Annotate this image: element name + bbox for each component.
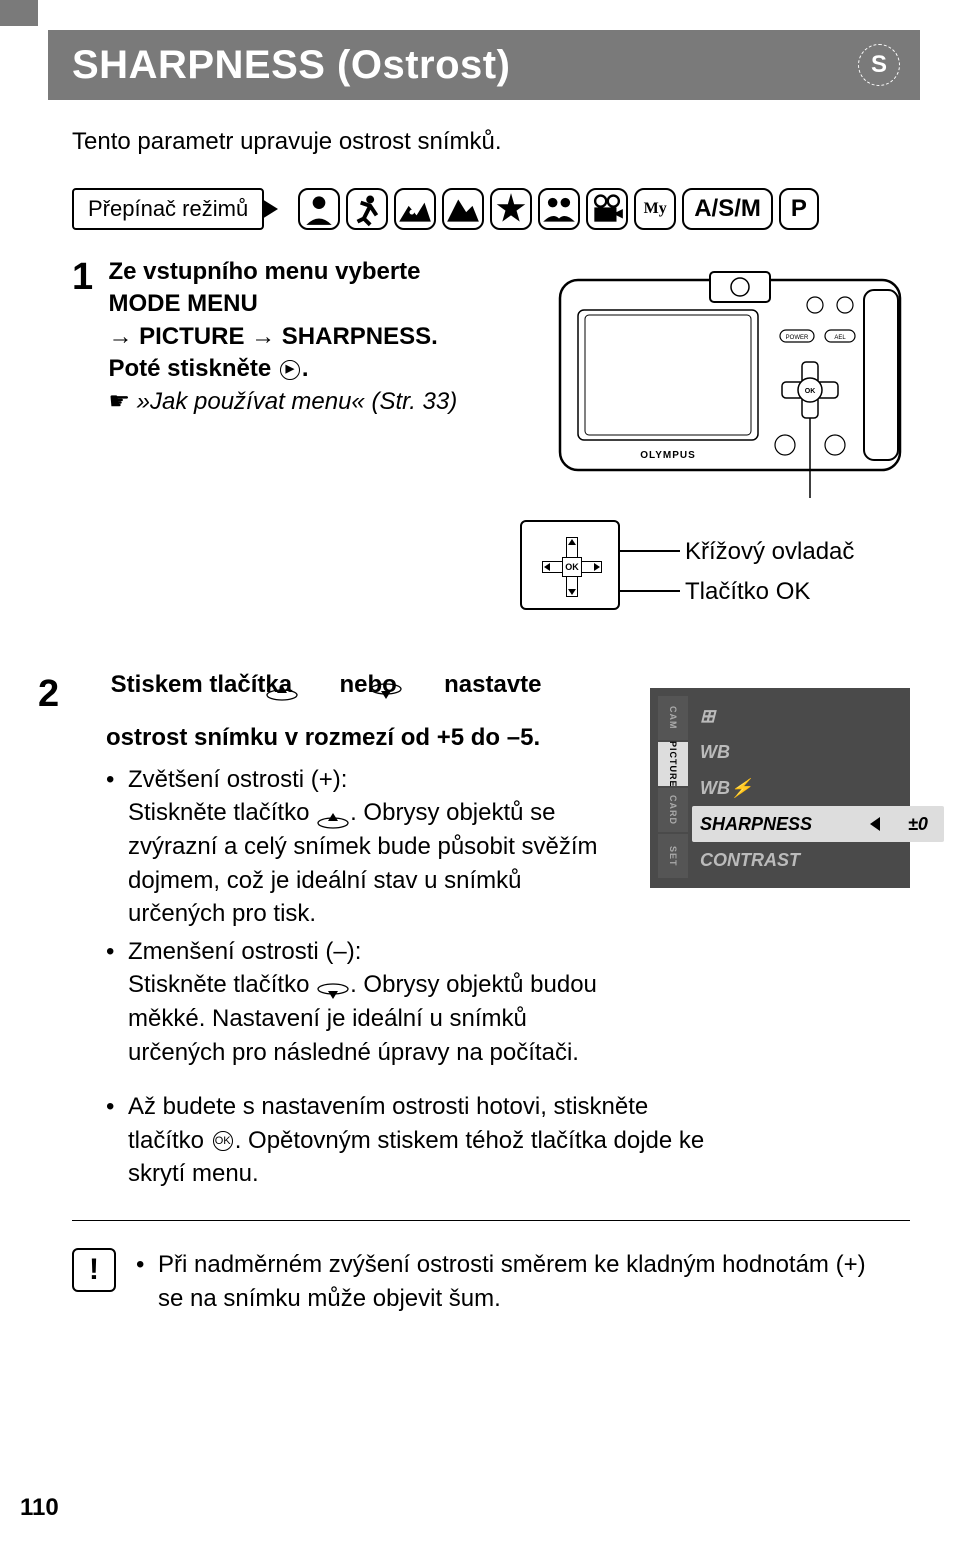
dpad-box: OK (520, 520, 620, 610)
p-mode-box: P (779, 188, 819, 230)
camera-illustration: POWER AEL OK OLYMPUS (550, 260, 910, 500)
lcd-item-contrast: CONTRAST (692, 842, 900, 878)
page-title: SHARPNESS (Ostrost) (72, 43, 510, 88)
asm-mode-box: A/S/M (682, 188, 773, 230)
dpad-label-ok: Tlačítko OK (685, 578, 810, 606)
warning-text: Při nadměrném zvýšení ostrosti směrem ke… (136, 1248, 886, 1315)
right-arrow-icon: ▶ (280, 360, 300, 380)
sports-mode-icon (346, 188, 388, 230)
mountain-mode-icon (442, 188, 484, 230)
down-arrow-icon (316, 977, 350, 995)
svg-text:AEL: AEL (834, 335, 846, 341)
night-mode-icon (490, 188, 532, 230)
dpad-label-cross: Křížový ovladač (685, 538, 854, 566)
mode-dial-label: Přepínač režimů (72, 188, 264, 230)
down-arrow-icon (403, 677, 437, 695)
lcd-tab-cam: CAM (658, 696, 688, 740)
page-number: 110 (20, 1494, 59, 1522)
warning-icon: ! (72, 1248, 116, 1292)
lcd-item-wb2: WB⚡ (692, 770, 900, 806)
sharpness-mode-icon: S (858, 44, 900, 86)
step-2: 2 Stiskem tlačítka nebo nastavte ostrost… (72, 668, 612, 1073)
svg-text:OLYMPUS: OLYMPUS (640, 450, 696, 461)
step-1-number: 1 (72, 256, 104, 299)
finish-instruction: Až budete s nastavením ostrosti hotovi, … (106, 1090, 726, 1191)
step-1: 1 Ze vstupního menu vyberte MODE MENU → … (72, 256, 502, 418)
lcd-item-sharpness: SHARPNESS ±0 (692, 806, 900, 842)
header-bar: SHARPNESS (Ostrost) S (48, 30, 920, 100)
mode-icons-group: My A/S/M P (298, 188, 819, 230)
step-1-body: Ze vstupního menu vyberte MODE MENU → PI… (108, 256, 498, 418)
dpad-cross-icon: OK (542, 537, 602, 597)
lcd-screen: CAM PICTURE CARD SET ⊞ WB WB⚡ SHARPNESS … (650, 688, 910, 888)
lcd-sharpness-value: ±0 (892, 806, 944, 842)
step-2-number: 2 (72, 668, 104, 721)
step-2-list: Zvětšení ostrosti (+): Stiskněte tlačítk… (72, 763, 612, 1069)
portrait-mode-icon (298, 188, 340, 230)
lcd-tab-set: SET (658, 834, 688, 878)
svg-text:OK: OK (805, 388, 816, 395)
ok-button-icon: OK (213, 1131, 233, 1151)
finish-bullet: Až budete s nastavením ostrosti hotovi, … (106, 1090, 726, 1191)
step-1-reference: ☛ »Jak používat menu« (Str. 33) (108, 388, 457, 415)
my-mode-icon: My (634, 188, 676, 230)
side-tab (0, 0, 38, 26)
movie-mode-icon (586, 188, 628, 230)
divider (72, 1220, 910, 1221)
bullet-increase: Zvětšení ostrosti (+): Stiskněte tlačítk… (106, 763, 612, 931)
up-arrow-icon (299, 677, 333, 695)
lcd-item-wb: WB (692, 734, 900, 770)
warning-block: ! Při nadměrném zvýšení ostrosti směrem … (72, 1248, 886, 1315)
step-2-heading: 2 Stiskem tlačítka nebo nastavte ostrost… (72, 668, 612, 755)
bullet-decrease: Zmenšení ostrosti (–): Stiskněte tlačítk… (106, 935, 612, 1069)
svg-text:POWER: POWER (786, 335, 809, 341)
lcd-tab-picture: PICTURE (658, 742, 688, 786)
dpad-callout: OK Křížový ovladač Tlačítko OK (520, 520, 900, 640)
landscape-mode-icon (394, 188, 436, 230)
mode-dial-row: Přepínač režimů My A/S/M P (72, 188, 819, 230)
group-mode-icon (538, 188, 580, 230)
lcd-menu-items: ⊞ WB WB⚡ SHARPNESS ±0 CONTRAST (692, 698, 900, 878)
lcd-tab-card: CARD (658, 788, 688, 832)
intro-text: Tento parametr upravuje ostrost snímků. (72, 128, 502, 156)
lcd-item-grid: ⊞ (692, 698, 900, 734)
up-arrow-icon (316, 805, 350, 823)
